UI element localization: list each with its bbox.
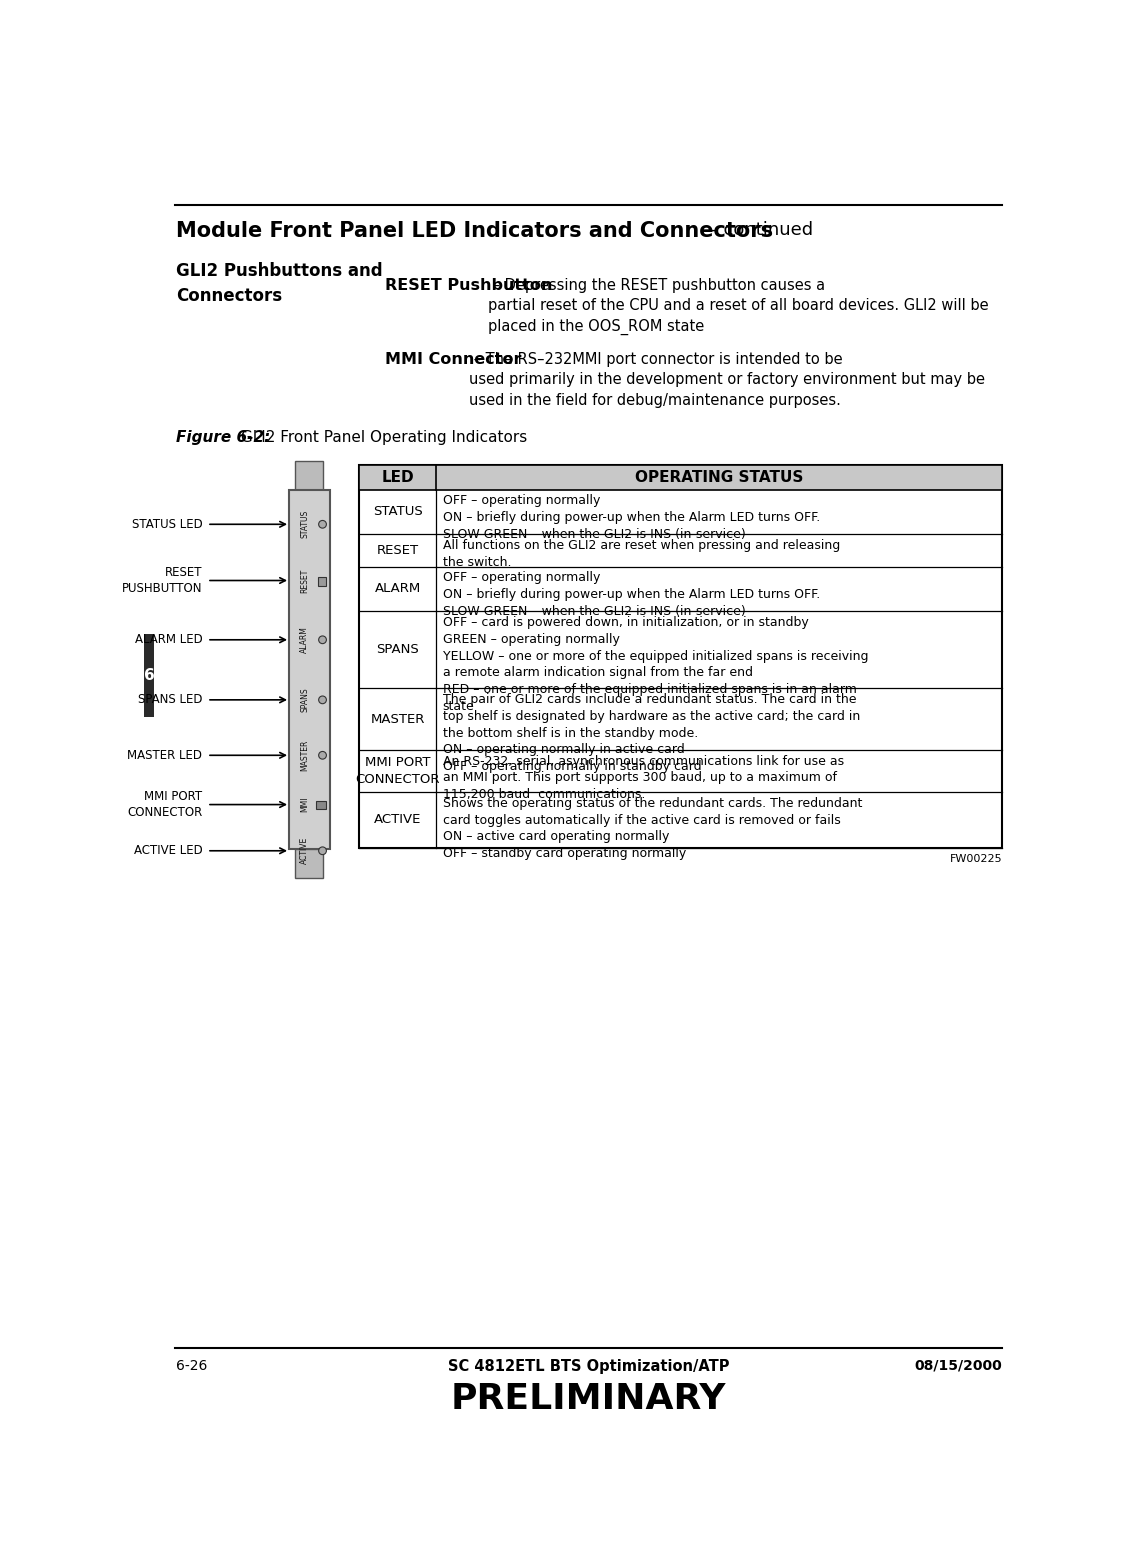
Text: ALARM: ALARM [374, 582, 421, 595]
Bar [359, 465, 1002, 490]
Text: SPANS: SPANS [300, 687, 309, 712]
Text: OFF – card is powered down, in initialization, or in standby
GREEN – operating n: OFF – card is powered down, in initializ… [443, 617, 868, 714]
Text: ALARM: ALARM [300, 626, 309, 653]
Text: RESET Pushbutton: RESET Pushbutton [386, 279, 552, 293]
Circle shape [319, 847, 326, 854]
Text: All functions on the GLI2 are reset when pressing and releasing
the switch.: All functions on the GLI2 are reset when… [443, 538, 840, 568]
Text: Module Front Panel LED Indicators and Connectors: Module Front Panel LED Indicators and Co… [176, 221, 773, 241]
Bar [317, 801, 326, 809]
Bar [289, 490, 329, 850]
Text: OPERATING STATUS: OPERATING STATUS [635, 470, 804, 485]
Text: SC 4812ETL BTS Optimization/ATP: SC 4812ETL BTS Optimization/ATP [448, 1358, 729, 1374]
Text: STATUS: STATUS [300, 510, 309, 538]
Text: ACTIVE: ACTIVE [300, 837, 309, 864]
Text: ACTIVE LED: ACTIVE LED [133, 844, 202, 858]
Bar [359, 465, 1002, 848]
Text: PRELIMINARY: PRELIMINARY [451, 1382, 726, 1416]
Text: OFF – operating normally
ON – briefly during power-up when the Alarm LED turns O: OFF – operating normally ON – briefly du… [443, 571, 820, 618]
Text: SPANS: SPANS [377, 643, 419, 656]
Circle shape [319, 751, 326, 759]
Text: MMI PORT
CONNECTOR: MMI PORT CONNECTOR [356, 756, 440, 786]
Text: RESET
PUSHBUTTON: RESET PUSHBUTTON [122, 567, 202, 595]
Text: 08/15/2000: 08/15/2000 [915, 1358, 1002, 1373]
Bar [295, 850, 324, 878]
Text: – continued: – continued [703, 221, 813, 239]
Text: MMI PORT
CONNECTOR: MMI PORT CONNECTOR [127, 790, 202, 818]
Text: MMI Connector: MMI Connector [386, 352, 522, 366]
Text: – Depressing the RESET pushbutton causes a
partial reset of the CPU and a reset : – Depressing the RESET pushbutton causes… [488, 279, 988, 335]
Text: STATUS LED: STATUS LED [132, 518, 202, 531]
Text: LED: LED [381, 470, 414, 485]
Text: 6: 6 [144, 668, 154, 682]
Text: MASTER: MASTER [371, 712, 425, 726]
Text: OFF – operating normally
ON – briefly during power-up when the Alarm LED turns O: OFF – operating normally ON – briefly du… [443, 495, 820, 541]
Text: FW00225: FW00225 [949, 854, 1002, 864]
Text: An RS-232, serial, asynchronous communications link for use as
an MMI port. This: An RS-232, serial, asynchronous communic… [443, 754, 844, 801]
Text: GLI2 Pushbuttons and
Connectors: GLI2 Pushbuttons and Connectors [176, 263, 382, 305]
Text: MASTER LED: MASTER LED [127, 748, 202, 762]
Circle shape [319, 635, 326, 643]
Bar [295, 462, 324, 490]
Circle shape [319, 696, 326, 704]
Text: MASTER: MASTER [300, 740, 309, 772]
Bar [144, 634, 154, 717]
Text: ALARM LED: ALARM LED [134, 634, 202, 646]
Bar [318, 577, 326, 585]
Text: STATUS: STATUS [373, 505, 422, 518]
Text: Shows the operating status of the redundant cards. The redundant
card toggles au: Shows the operating status of the redund… [443, 797, 862, 861]
Text: – The RS–232MMI port connector is intended to be
used primarily in the developme: – The RS–232MMI port connector is intend… [470, 352, 985, 407]
Text: GLI2 Front Panel Operating Indicators: GLI2 Front Panel Operating Indicators [236, 430, 528, 446]
Text: RESET: RESET [377, 545, 419, 557]
Text: ACTIVE: ACTIVE [374, 814, 421, 826]
Text: MMI: MMI [300, 797, 309, 812]
Text: RESET: RESET [300, 568, 309, 593]
Circle shape [319, 521, 326, 527]
Text: SPANS LED: SPANS LED [138, 693, 202, 706]
Text: The pair of GLI2 cards include a redundant status. The card in the
top shelf is : The pair of GLI2 cards include a redunda… [443, 693, 860, 773]
Text: 6-26: 6-26 [176, 1358, 208, 1373]
Text: Figure 6-2:: Figure 6-2: [176, 430, 270, 446]
